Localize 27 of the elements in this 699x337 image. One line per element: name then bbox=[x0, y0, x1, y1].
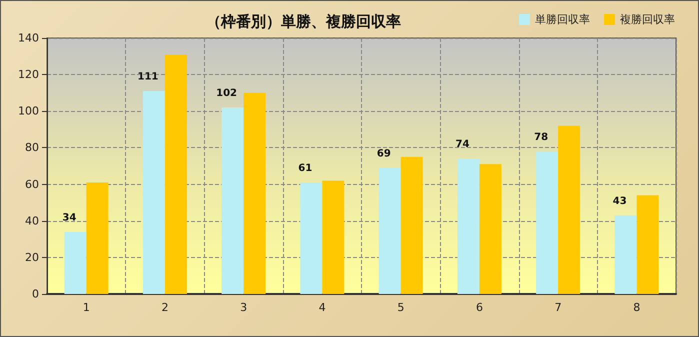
y-tick-label: 60 bbox=[25, 178, 39, 191]
data-label: 102 bbox=[216, 88, 238, 99]
y-tick-label: 80 bbox=[25, 141, 39, 154]
x-tick-label: 8 bbox=[633, 301, 640, 314]
data-label: 61 bbox=[298, 162, 312, 174]
legend-label: 複勝回収率 bbox=[620, 13, 675, 26]
y-tick-label: 20 bbox=[25, 250, 39, 264]
y-tick-label: 40 bbox=[25, 214, 39, 228]
data-label: 74 bbox=[455, 139, 470, 150]
x-tick-label: 7 bbox=[554, 301, 562, 314]
x-tick-label: 1 bbox=[82, 301, 90, 314]
data-label: 69 bbox=[376, 148, 391, 160]
y-tick-label: 100 bbox=[18, 104, 39, 118]
legend-label: 単勝回収率 bbox=[535, 13, 590, 26]
y-tick-label: 0 bbox=[32, 288, 39, 300]
chart-title: （枠番別）単勝、複勝回収率 bbox=[206, 12, 401, 30]
data-label: 111 bbox=[138, 72, 158, 83]
x-tick-label: 6 bbox=[476, 301, 483, 314]
x-tick-label: 5 bbox=[397, 301, 404, 314]
y-tick-label: 140 bbox=[18, 32, 39, 44]
x-tick-label: 4 bbox=[318, 301, 326, 314]
data-label: 78 bbox=[534, 132, 548, 143]
data-label: 43 bbox=[612, 196, 627, 207]
x-tick-label: 2 bbox=[161, 301, 168, 314]
data-label: 34 bbox=[62, 212, 76, 224]
x-tick-label: 3 bbox=[240, 301, 248, 314]
y-tick-label: 120 bbox=[18, 68, 39, 82]
